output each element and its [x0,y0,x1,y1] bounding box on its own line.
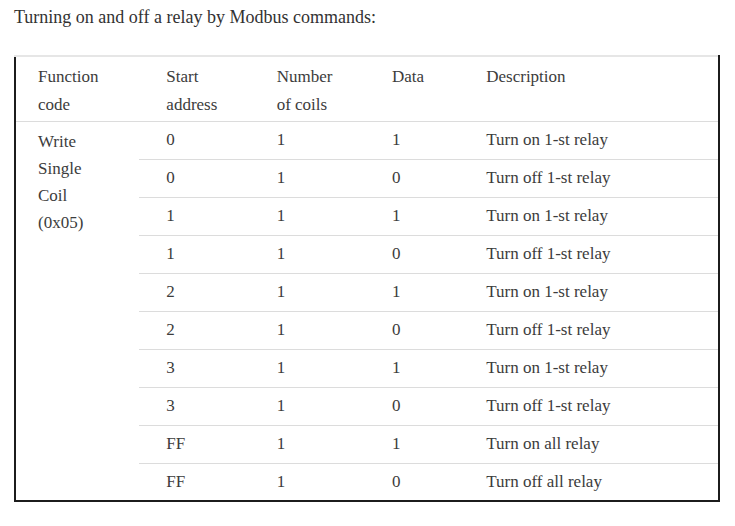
data-cell: 0 [365,159,459,197]
start-address-cell: 1 [139,197,249,235]
description-cell: Turn off 1-st relay [459,235,719,273]
column-header-start-address: Start address [139,56,249,122]
data-cell: 0 [365,387,459,425]
data-cell: 1 [365,273,459,311]
description-cell: Turn off 1-st relay [459,311,719,349]
number-of-coils-cell: 1 [250,159,365,197]
start-address-cell: FF [139,463,249,501]
description-cell: Turn off 1-st relay [459,387,719,425]
column-header-data: Data [365,56,459,122]
start-address-cell: FF [139,425,249,463]
function-code-cell: Write Single Coil (0x05) [15,121,139,501]
number-of-coils-cell: 1 [250,425,365,463]
number-of-coils-cell: 1 [250,121,365,159]
description-cell: Turn on 1-st relay [459,197,719,235]
description-cell: Turn off all relay [459,463,719,501]
table-row: Write Single Coil (0x05) 0 1 1 Turn on 1… [15,121,719,159]
number-of-coils-cell: 1 [250,463,365,501]
number-of-coils-cell: 1 [250,197,365,235]
page: Turning on and off a relay by Modbus com… [0,0,735,526]
description-cell: Turn off 1-st relay [459,159,719,197]
column-header-description: Description [459,56,719,122]
data-cell: 1 [365,349,459,387]
description-cell: Turn on all relay [459,425,719,463]
header-row: Function code Start address Number of co… [15,56,719,122]
data-cell: 0 [365,235,459,273]
number-of-coils-cell: 1 [250,235,365,273]
start-address-cell: 3 [139,349,249,387]
start-address-cell: 0 [139,159,249,197]
data-cell: 1 [365,121,459,159]
start-address-cell: 1 [139,235,249,273]
start-address-cell: 2 [139,273,249,311]
description-cell: Turn on 1-st relay [459,349,719,387]
number-of-coils-cell: 1 [250,273,365,311]
data-cell: 1 [365,425,459,463]
modbus-commands-table: Function code Start address Number of co… [14,55,720,503]
page-title: Turning on and off a relay by Modbus com… [14,6,720,29]
column-header-number-of-coils: Number of coils [250,56,365,122]
data-cell: 1 [365,197,459,235]
data-cell: 0 [365,311,459,349]
number-of-coils-cell: 1 [250,311,365,349]
start-address-cell: 0 [139,121,249,159]
column-header-function-code: Function code [15,56,139,122]
description-cell: Turn on 1-st relay [459,121,719,159]
number-of-coils-cell: 1 [250,387,365,425]
start-address-cell: 3 [139,387,249,425]
start-address-cell: 2 [139,311,249,349]
number-of-coils-cell: 1 [250,349,365,387]
description-cell: Turn on 1-st relay [459,273,719,311]
data-cell: 0 [365,463,459,501]
